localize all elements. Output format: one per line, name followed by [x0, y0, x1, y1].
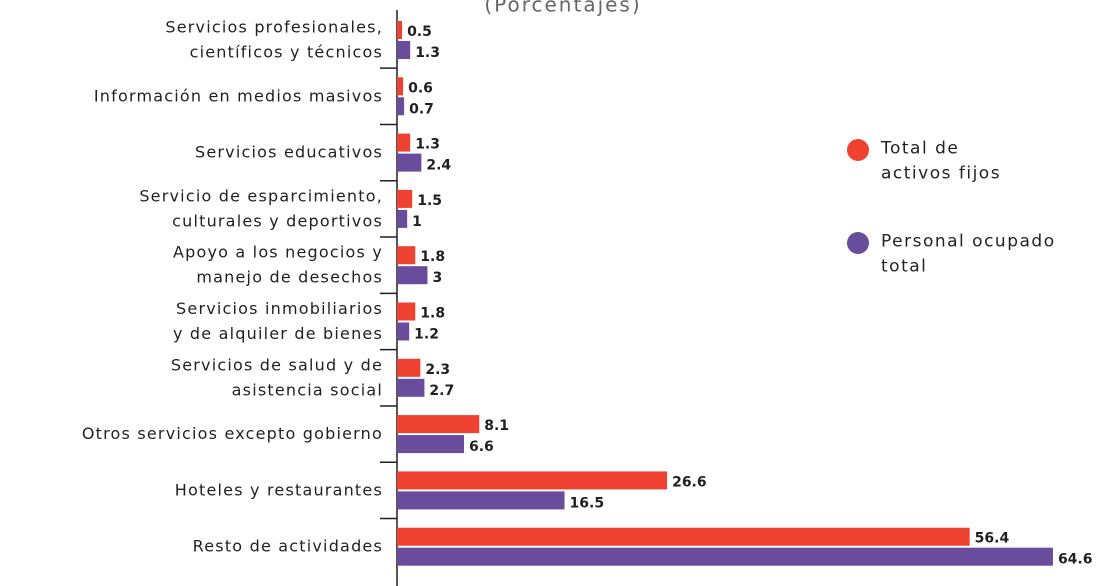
value-label: 0.6: [408, 80, 433, 96]
value-label: 1: [412, 214, 422, 230]
bar: [397, 133, 411, 152]
bar: [397, 378, 425, 397]
bar: [397, 41, 411, 59]
value-label: 1.5: [417, 193, 442, 209]
category-label: Otros servicios excepto gobierno: [82, 424, 383, 443]
bar: [397, 189, 413, 208]
bar: [397, 435, 465, 454]
value-label: 1.8: [420, 306, 445, 322]
value-label: 1.3: [415, 45, 440, 61]
category-label: Información en medios masivos: [94, 86, 383, 105]
bar: [397, 77, 404, 96]
bar: [397, 21, 403, 39]
category-label: Servicio de esparcimiento, culturales y d…: [139, 186, 383, 230]
bar: [397, 547, 1053, 566]
value-label: 16.5: [570, 495, 605, 511]
category-label: Servicios de salud y de asistencia social: [171, 355, 383, 399]
value-label: 0.5: [407, 24, 432, 40]
legend-marker: [847, 139, 869, 161]
bar: [397, 302, 416, 321]
bar: [397, 153, 422, 172]
value-label: 2.7: [429, 383, 454, 399]
value-label: 64.6: [1058, 552, 1093, 568]
value-label: 26.6: [672, 474, 707, 490]
bar: [397, 527, 970, 546]
value-label: 0.7: [409, 101, 434, 117]
category-label: Resto de actividades: [193, 536, 383, 555]
bar: [397, 415, 480, 434]
bar: [397, 322, 410, 341]
category-label: Apoyo a los negocios y manejo de desechos: [173, 242, 383, 286]
value-label: 56.4: [975, 531, 1010, 547]
value-label: 2.3: [425, 362, 450, 378]
legend-marker: [847, 232, 869, 254]
value-label: 3: [432, 270, 442, 286]
category-label: Servicios profesionales, científicos y té…: [165, 17, 383, 61]
value-label: 6.6: [469, 439, 494, 455]
legend-label: Total de activos fijos: [880, 139, 1001, 184]
value-label: 1.2: [414, 327, 439, 343]
value-label: 1.3: [415, 137, 440, 153]
category-label: Hoteles y restaurantes: [175, 480, 383, 499]
category-label: Servicios educativos: [195, 142, 383, 161]
bar: [397, 358, 421, 377]
chart-title: (Porcentajes): [484, 0, 641, 17]
bar: [397, 246, 416, 265]
legend-label: Personal ocupado total: [881, 232, 1056, 277]
bar: [397, 266, 428, 285]
value-label: 2.4: [426, 158, 451, 174]
bar: [397, 97, 405, 116]
bar: [397, 491, 565, 510]
category-label: Servicios inmobiliarios y de alquiler de …: [173, 299, 383, 343]
value-label: 1.8: [420, 249, 445, 265]
value-label: 8.1: [484, 418, 509, 434]
bar: [397, 471, 668, 490]
bar: [397, 209, 408, 228]
